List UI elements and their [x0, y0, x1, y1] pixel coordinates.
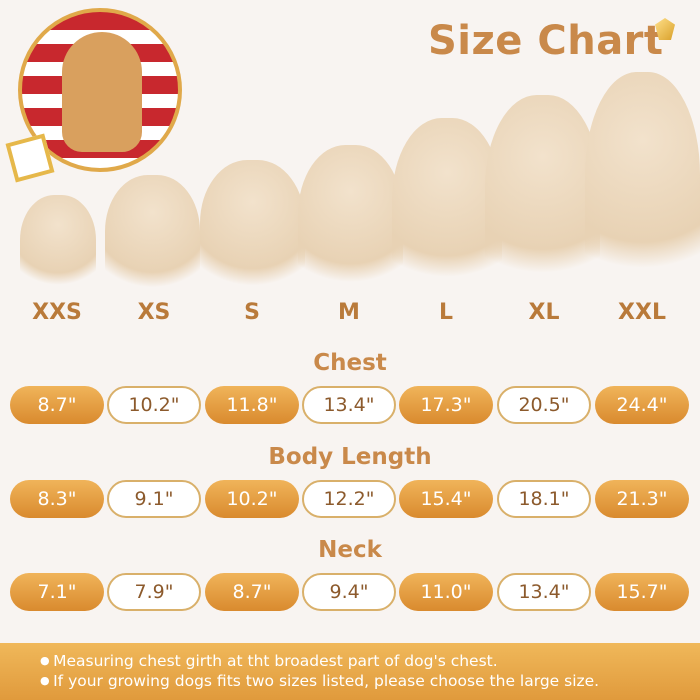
size-label-xs: XS	[137, 300, 171, 325]
section-heading: Chest	[313, 350, 387, 376]
measurement-pill: 10.2"	[205, 480, 299, 518]
size-label-s: S	[244, 300, 260, 325]
measurement-pill: 17.3"	[399, 386, 493, 424]
measurement-pill: 13.4"	[497, 573, 591, 611]
measurement-pill: 10.2"	[107, 386, 201, 424]
measurement-pill: 13.4"	[302, 386, 396, 424]
size-label-xxs: XXS	[32, 300, 82, 325]
measurement-pill: 9.1"	[107, 480, 201, 518]
size-label-xxl: XXL	[618, 300, 666, 325]
note-item: Measuring chest girth at tht broadest pa…	[40, 651, 700, 671]
dog-image-xs	[105, 175, 200, 300]
section-heading: Neck	[318, 537, 382, 563]
measurement-pill: 12.2"	[302, 480, 396, 518]
measurement-pill: 21.3"	[595, 480, 689, 518]
dog-image-m	[298, 145, 403, 300]
size-label-xl: XL	[528, 300, 560, 325]
gem-icon	[655, 18, 675, 40]
measurement-pill: 8.7"	[10, 386, 104, 424]
measurement-pill: 18.1"	[497, 480, 591, 518]
size-label-l: L	[438, 300, 454, 325]
dog-image-s	[200, 160, 305, 300]
notes-banner: Measuring chest girth at tht broadest pa…	[0, 643, 700, 700]
gingerbread-icon	[62, 32, 142, 152]
measurement-pill: 8.3"	[10, 480, 104, 518]
dog-image-xxl	[585, 72, 700, 300]
size-label-m: M	[338, 300, 360, 325]
measurement-pill: 20.5"	[497, 386, 591, 424]
measurement-pill: 15.7"	[595, 573, 689, 611]
measurement-pill: 7.9"	[107, 573, 201, 611]
measurement-pill: 11.8"	[205, 386, 299, 424]
measurement-pill: 15.4"	[399, 480, 493, 518]
measurement-pill: 11.0"	[399, 573, 493, 611]
page-title: Size Chart	[428, 18, 664, 64]
dog-image-xl	[485, 95, 600, 300]
measurement-pill: 24.4"	[595, 386, 689, 424]
dog-image-xxs	[20, 195, 96, 295]
note-item: If your growing dogs fits two sizes list…	[40, 671, 700, 691]
measurement-pill: 9.4"	[302, 573, 396, 611]
section-heading: Body Length	[268, 444, 432, 470]
measurement-pill: 7.1"	[10, 573, 104, 611]
measurement-pill: 8.7"	[205, 573, 299, 611]
dog-image-l	[392, 118, 502, 300]
